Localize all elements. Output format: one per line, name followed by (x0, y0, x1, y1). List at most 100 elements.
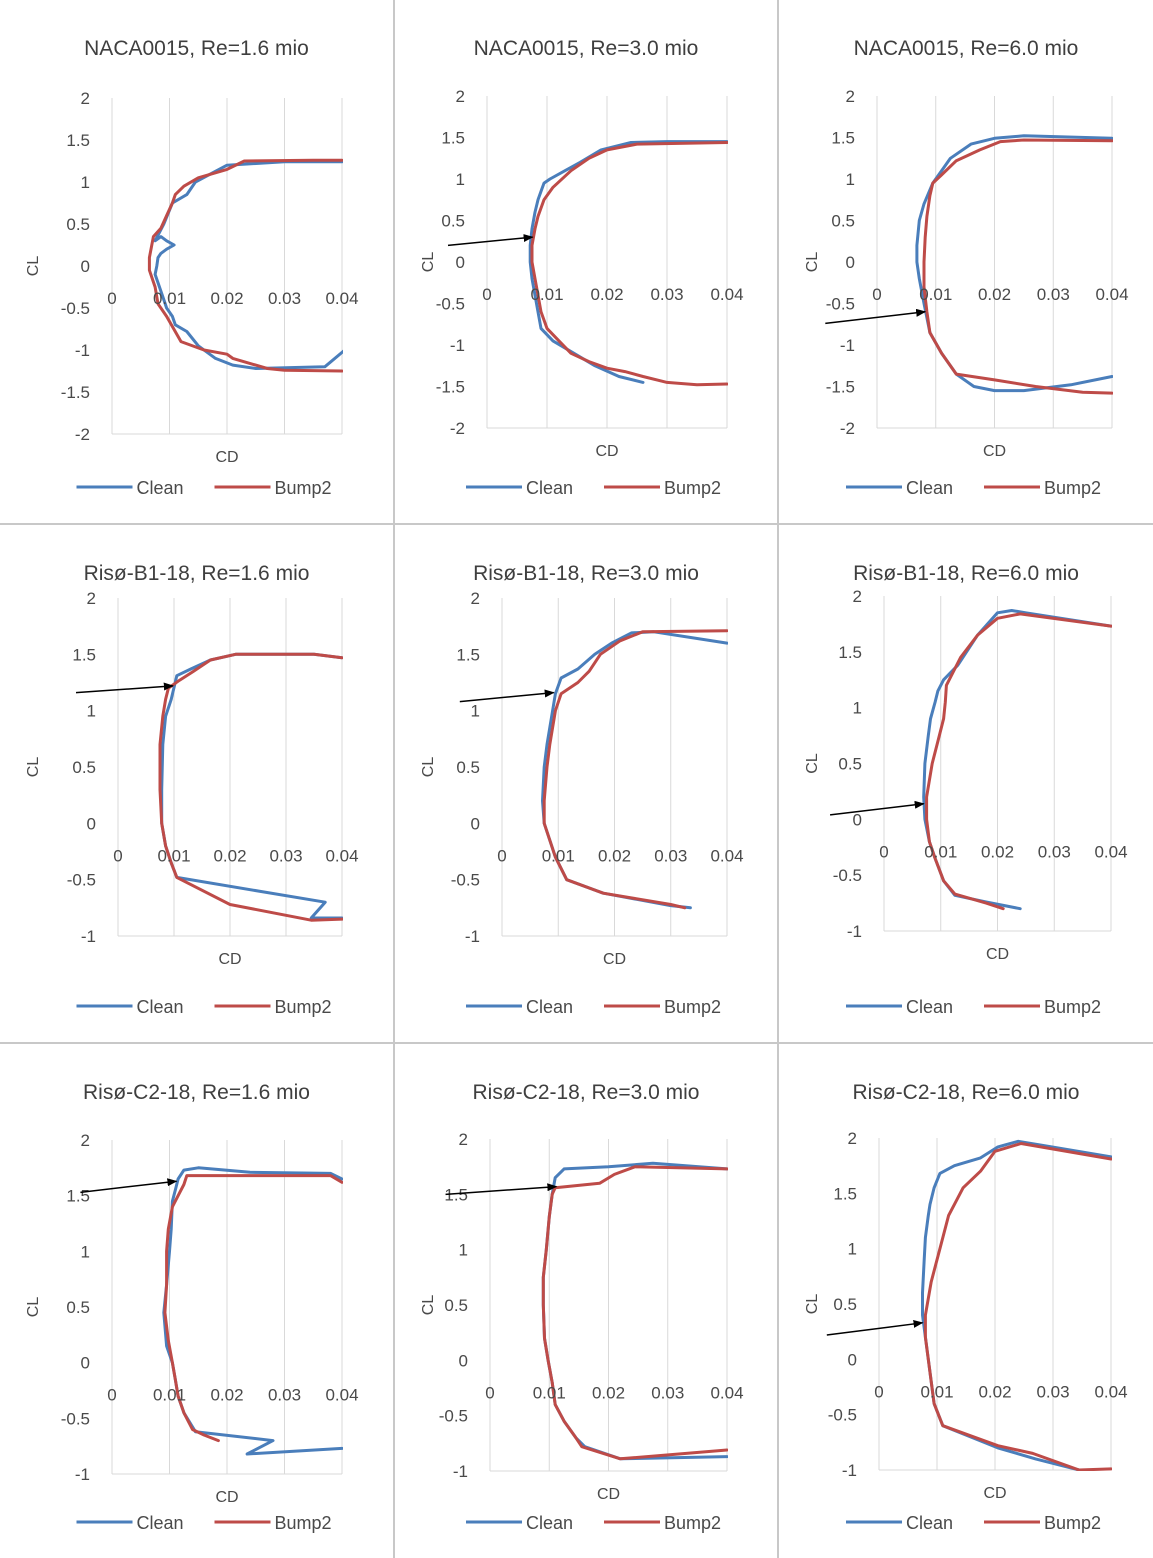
chart-7: Risø-C2-18, Re=1.6 mio 0 0.01 0.02 0.03 0.04 2… (0, 1044, 393, 1558)
y-tick-label: 1.5 (66, 131, 90, 150)
legend-label-bump2: Bump2 (275, 997, 332, 1017)
x-tick-label: 0 (879, 842, 888, 861)
x-tick-label: 0 (874, 1382, 883, 1401)
series-group (922, 609, 1112, 911)
grid-divider-horizontal-2 (0, 1042, 1153, 1044)
x-tick-label: 0.02 (590, 285, 623, 304)
y-tick-label: 0.5 (72, 758, 96, 777)
x-tick-label: 0.03 (651, 1383, 684, 1402)
y-tick-label: 1.5 (838, 643, 862, 662)
x-axis-label: CD (215, 449, 238, 466)
y-tick-label: 2 (853, 587, 862, 606)
y-tick-label: -0.5 (439, 1407, 468, 1426)
y-tick-label: 0 (846, 253, 855, 272)
y-tick-label: -1.5 (436, 378, 465, 397)
y-tick-label: 2 (848, 1129, 857, 1148)
y-tick-label: 1.5 (66, 1187, 90, 1206)
y-tick-label: 1 (87, 702, 96, 721)
x-tick-label: 0.02 (598, 846, 631, 865)
y-tick-label: -1 (450, 336, 465, 355)
x-tick-label: 0.03 (1037, 285, 1070, 304)
series-line-bump2 (541, 1165, 728, 1461)
y-tick-label: 0.5 (831, 212, 855, 231)
y-tick-label: 0.5 (66, 1298, 90, 1317)
x-axis-label: CD (983, 1485, 1006, 1502)
series-line-bump2 (923, 1142, 1112, 1471)
y-tick-label: 2 (81, 89, 90, 108)
series-line-clean (162, 1166, 343, 1456)
series-line-clean (160, 652, 343, 920)
x-tick-label: 0.04 (325, 846, 358, 865)
y-tick-label: 2 (846, 87, 855, 106)
y-tick-label: 0.5 (441, 212, 465, 231)
x-tick-label: 0.03 (650, 285, 683, 304)
annotation-arrow (75, 682, 174, 694)
series-group (921, 1139, 1112, 1471)
legend-label-bump2: Bump2 (1044, 478, 1101, 498)
x-axis-label: CD (597, 1486, 620, 1503)
grid-divider-horizontal-1 (0, 523, 1153, 525)
x-tick-label: 0.01 (920, 1382, 953, 1401)
y-tick-label: -1.5 (826, 378, 855, 397)
y-tick-label: 0 (848, 1350, 857, 1369)
series-line-clean (541, 1161, 728, 1461)
chart-4: Risø-B1-18, Re=1.6 mio 0 0.01 0.02 0.03 0.04 2… (0, 525, 393, 1042)
y-axis-label: CL (420, 757, 437, 778)
legend-label-bump2: Bump2 (664, 997, 721, 1017)
y-tick-label: 2 (87, 589, 96, 608)
chart-title: Risø-B1-18, Re=1.6 mio (84, 562, 310, 585)
x-axis-label: CD (603, 951, 626, 968)
grid-divider-vertical-2 (777, 0, 779, 1558)
x-tick-label: 0 (485, 1383, 494, 1402)
y-tick-label: 1 (459, 1241, 468, 1260)
x-tick-label: 0 (482, 285, 491, 304)
x-tick-label: 0.04 (1094, 842, 1127, 861)
x-tick-label: 0.04 (710, 285, 743, 304)
series-line-bump2 (925, 612, 1112, 911)
y-tick-label: -1 (842, 1461, 857, 1480)
y-axis-label: CL (804, 753, 821, 774)
x-tick-label: 0.02 (210, 1386, 243, 1405)
x-axis-label: CD (983, 443, 1006, 460)
x-tick-label: 0.03 (1038, 842, 1071, 861)
series-line-clean (541, 630, 728, 910)
y-tick-label: 0.5 (444, 1296, 468, 1315)
annotation-arrow (459, 689, 555, 703)
y-tick-label: -1 (840, 336, 855, 355)
annotation-arrow (825, 308, 927, 325)
x-tick-label: 0.04 (710, 1383, 743, 1402)
legend-label-bump2: Bump2 (1044, 997, 1101, 1017)
chart-9: Risø-C2-18, Re=6.0 mio 0 0.01 0.02 0.03 0.04 2… (779, 1044, 1153, 1558)
y-tick-label: 2 (471, 589, 480, 608)
y-tick-label: -2 (450, 419, 465, 438)
series-group (541, 629, 728, 910)
series-line-bump2 (542, 629, 728, 910)
x-tick-label: 0.03 (1036, 1382, 1069, 1401)
x-tick-label: 0.02 (981, 842, 1014, 861)
chart-svg: Risø-C2-18, Re=6.0 mio 0 0.01 0.02 0.03 0.04 2… (804, 1081, 1128, 1533)
series-line-bump2 (163, 1174, 343, 1443)
x-tick-label: 0.04 (1095, 285, 1128, 304)
legend-label-clean: Clean (906, 1513, 953, 1533)
series-line-clean (915, 134, 1113, 393)
y-tick-label: 0 (87, 814, 96, 833)
y-tick-label: 1 (848, 1240, 857, 1259)
x-tick-label: 0.04 (325, 289, 358, 308)
legend-label-bump2: Bump2 (664, 478, 721, 498)
y-tick-label: 1 (456, 170, 465, 189)
legend-label-clean: Clean (906, 478, 953, 498)
x-tick-label: 0.01 (924, 842, 957, 861)
y-tick-label: 1.5 (444, 1185, 468, 1204)
y-tick-label: 2 (81, 1131, 90, 1150)
y-tick-label: 1.5 (72, 645, 96, 664)
x-tick-label: 0 (497, 846, 506, 865)
y-tick-label: 1.5 (831, 129, 855, 148)
chart-svg: Risø-C2-18, Re=3.0 mio 0 0.01 0.02 0.03 0.04 2… (420, 1081, 744, 1533)
x-tick-label: 0.04 (325, 1386, 358, 1405)
x-tick-label: 0.04 (1094, 1382, 1127, 1401)
x-tick-label: 0.01 (530, 285, 563, 304)
y-tick-label: 1 (471, 702, 480, 721)
y-axis-label: CL (25, 757, 42, 778)
x-tick-label: 0 (872, 285, 881, 304)
y-tick-label: 1 (853, 699, 862, 718)
